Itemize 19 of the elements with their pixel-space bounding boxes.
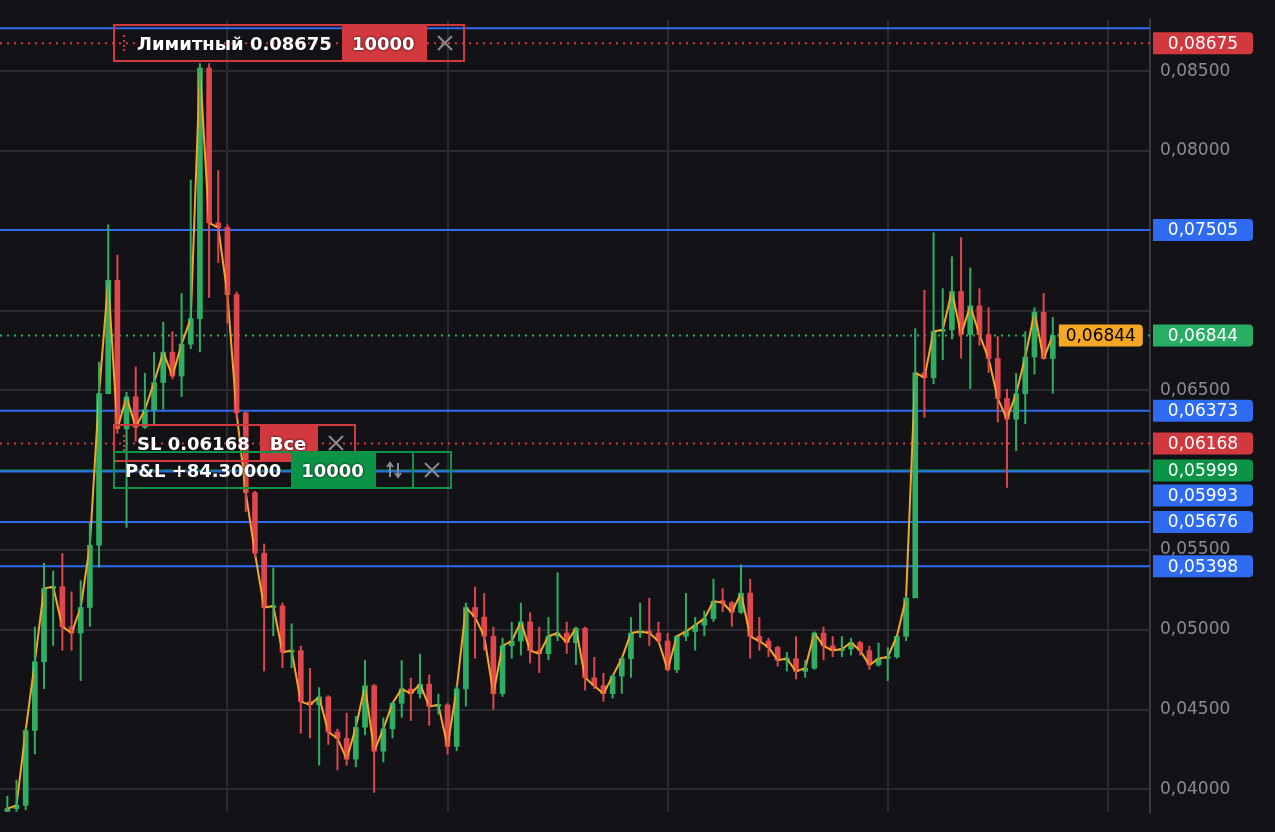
- annotation: 10000: [291, 453, 374, 488]
- y-tick-label: 0,05000: [1160, 618, 1231, 639]
- annotation: 10000: [341, 26, 425, 61]
- y-tick-label: 0,08000: [1160, 139, 1231, 160]
- y-tick-label: 0,04000: [1160, 777, 1231, 798]
- ref-line-label: 0,05993: [1167, 484, 1239, 505]
- y-tick-label: 0,08500: [1160, 59, 1231, 80]
- data-label: 0,06844: [1065, 324, 1136, 345]
- annotation: Все: [259, 426, 317, 461]
- annotation: Лимитный 0.08675: [136, 31, 333, 56]
- ref-line-label: 0,05999: [1167, 459, 1239, 480]
- ref-line-label: 0,06844: [1167, 324, 1239, 345]
- ref-line-label: 0,06373: [1167, 400, 1239, 421]
- ref-line-label: 0,08675: [1167, 32, 1239, 53]
- y-tick-label: 0,06500: [1160, 378, 1231, 399]
- ref-line-label: 0,05676: [1167, 511, 1239, 532]
- y-tick-label: 0,04500: [1160, 698, 1231, 719]
- ref-line-label: 0,06168: [1167, 432, 1239, 453]
- ref-line-label: 0,07505: [1167, 219, 1239, 240]
